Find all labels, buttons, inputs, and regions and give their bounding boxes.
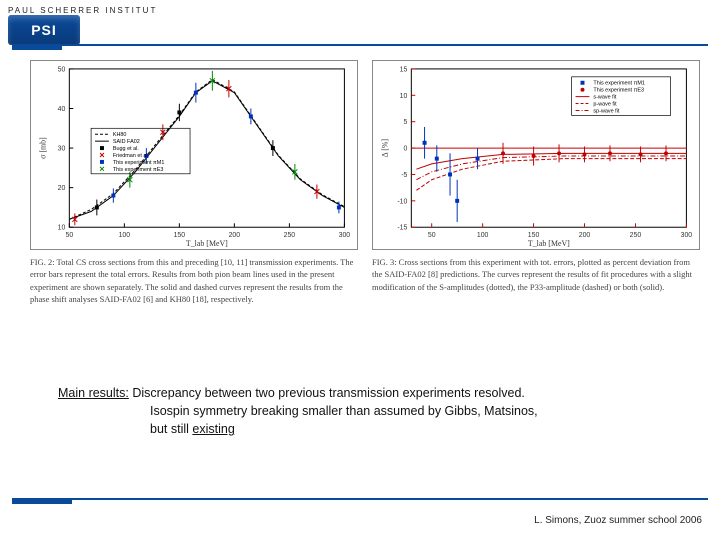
svg-text:-5: -5 [401, 172, 407, 179]
cross-section-chart: 50 100 150 200 250 300 10 20 30 40 50 T_lab [MeV] σ … [30, 60, 358, 250]
slide-root: PAUL SCHERRER INSTITUT PSI 5010015020025… [0, 0, 720, 540]
results-heading: Main results: [58, 386, 129, 400]
left-panel: 50 100 150 200 250 300 10 20 30 40 50 T_lab [MeV] σ … [30, 60, 358, 305]
svg-text:200: 200 [229, 232, 241, 239]
svg-text:300: 300 [339, 232, 351, 239]
svg-text:15: 15 [400, 66, 408, 73]
svg-text:-15: -15 [397, 225, 407, 232]
svg-text:p-wave fit: p-wave fit [593, 102, 617, 108]
results-line2: Isospin symmetry breaking smaller than a… [150, 402, 538, 420]
header: PAUL SCHERRER INSTITUT PSI [8, 6, 157, 45]
psi-logo-block: PAUL SCHERRER INSTITUT PSI [8, 6, 157, 45]
svg-text:Δ [%]: Δ [%] [381, 138, 390, 157]
deviation-chart: 50100150200250300-15-10-5051015T_lab [Me… [372, 60, 700, 250]
svg-text:30: 30 [58, 146, 66, 153]
footer-text: L. Simons, Zuoz summer school 2006 [534, 515, 702, 526]
svg-text:250: 250 [284, 232, 296, 239]
svg-text:100: 100 [119, 232, 131, 239]
svg-text:20: 20 [58, 185, 66, 192]
svg-text:200: 200 [579, 232, 591, 239]
svg-text:250: 250 [630, 232, 642, 239]
svg-text:s-wave fit: s-wave fit [593, 95, 616, 101]
svg-text:300: 300 [681, 232, 693, 239]
svg-text:σ [mb]: σ [mb] [39, 137, 48, 159]
svg-text:150: 150 [174, 232, 186, 239]
results-existing: existing [192, 422, 234, 436]
right-caption: FIG. 3: Cross sections from this experim… [372, 256, 700, 293]
rule-top [12, 44, 708, 46]
svg-text:SAID FA02: SAID FA02 [113, 139, 140, 145]
psi-logo: PSI [8, 15, 80, 45]
svg-text:40: 40 [58, 106, 66, 113]
svg-text:0: 0 [404, 146, 408, 153]
svg-text:This experiment πM1: This experiment πM1 [593, 81, 645, 87]
svg-text:10: 10 [400, 93, 408, 100]
svg-text:T_lab [MeV]: T_lab [MeV] [186, 239, 228, 248]
svg-text:-10: -10 [397, 198, 407, 205]
main-results: Main results: Discrepancy between two pr… [58, 384, 692, 438]
svg-text:100: 100 [477, 232, 489, 239]
results-line1: Discrepancy between two previous transmi… [132, 386, 525, 400]
institute-name: PAUL SCHERRER INSTITUT [8, 6, 157, 15]
svg-text:Bugg et al.: Bugg et al. [113, 146, 139, 152]
left-caption: FIG. 2: Total CS cross sections from thi… [30, 256, 358, 305]
svg-text:50: 50 [428, 232, 436, 239]
svg-text:This experiment πM1: This experiment πM1 [113, 160, 165, 166]
svg-text:sp-wave fit: sp-wave fit [593, 108, 619, 114]
svg-text:50: 50 [58, 66, 66, 73]
results-line3a: but still [150, 422, 192, 436]
svg-text:KH80: KH80 [113, 132, 127, 138]
svg-text:10: 10 [58, 225, 66, 232]
svg-text:This experiment πE3: This experiment πE3 [113, 167, 164, 173]
rule-bottom [12, 498, 708, 500]
svg-text:5: 5 [404, 119, 408, 126]
svg-text:Friedman et al.: Friedman et al. [113, 153, 150, 159]
svg-text:50: 50 [65, 232, 73, 239]
right-panel: 50100150200250300-15-10-5051015T_lab [Me… [372, 60, 700, 305]
svg-text:This experiment πE3: This experiment πE3 [593, 88, 644, 94]
charts-row: 501001502002503001020304050T_lab [MeV]σ … [30, 60, 700, 305]
svg-text:T_lab [MeV]: T_lab [MeV] [528, 239, 570, 248]
